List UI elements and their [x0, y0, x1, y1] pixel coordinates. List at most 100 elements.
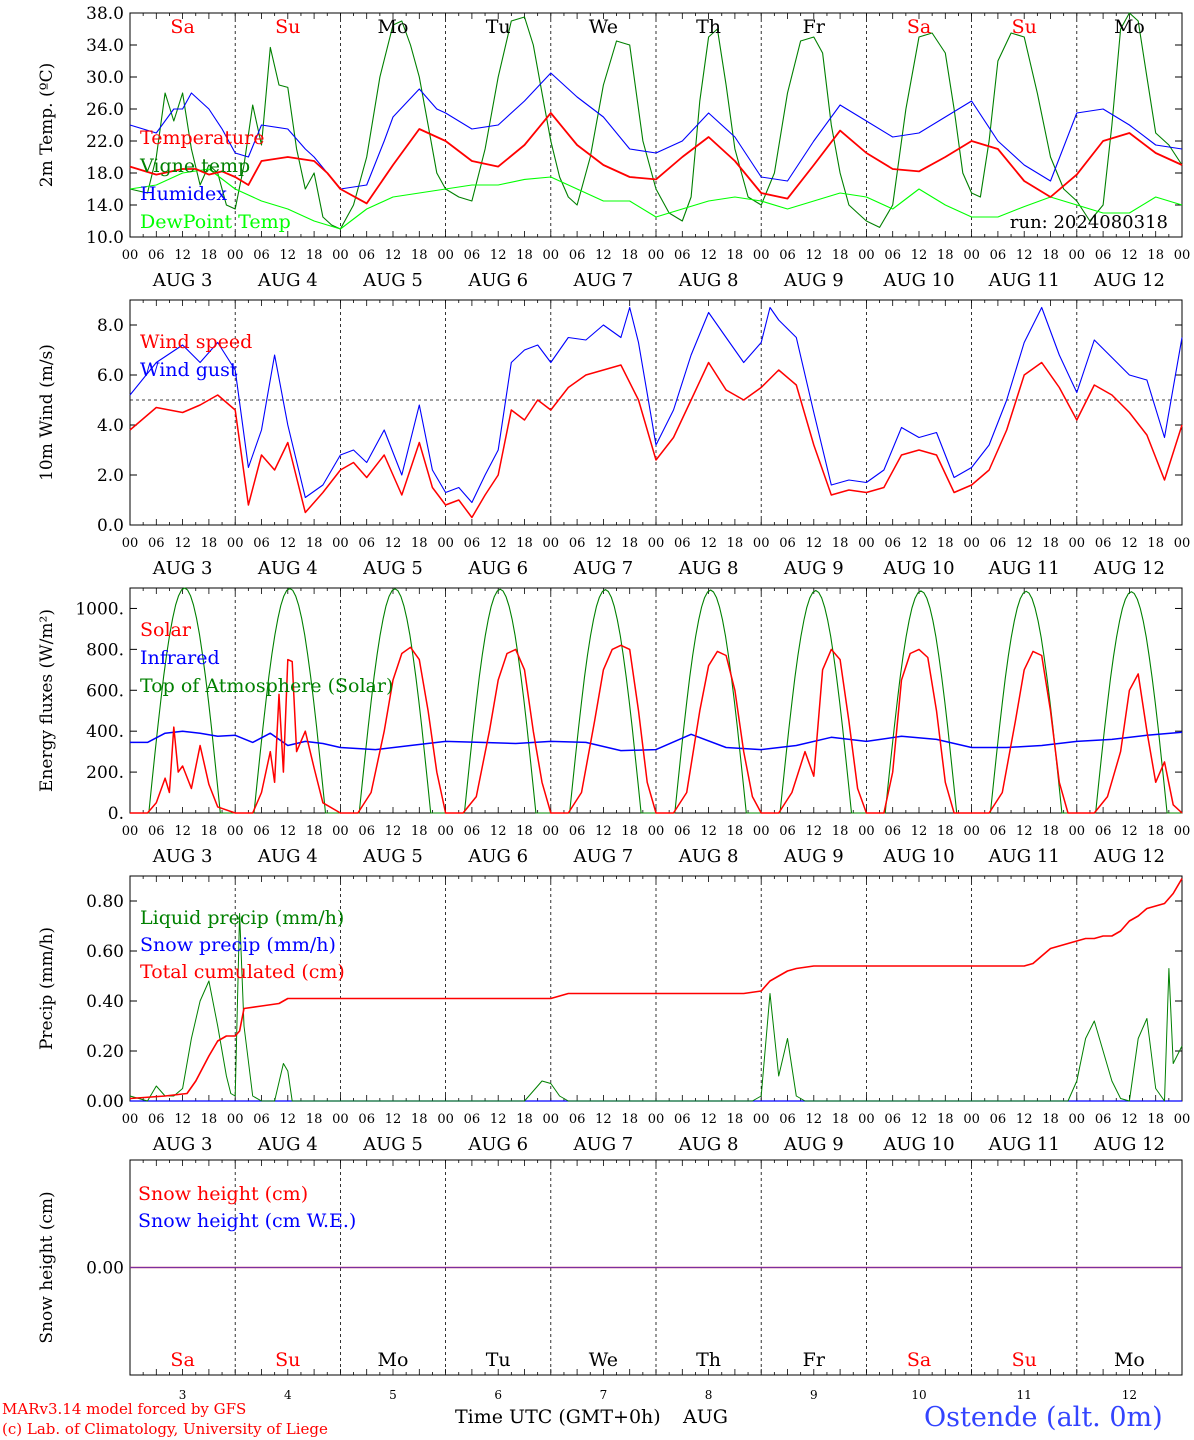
- hour-tick-label: 06: [253, 1112, 270, 1127]
- hour-tick-label: 18: [516, 536, 533, 551]
- hour-tick-label: 00: [648, 536, 665, 551]
- legend-entry: Snow height (cm): [138, 1183, 308, 1205]
- hour-tick-label: 12: [280, 824, 297, 839]
- hour-tick-label: 18: [1042, 248, 1059, 263]
- hour-tick-label: 06: [253, 824, 270, 839]
- y-tick-label: 10.0: [86, 228, 124, 248]
- date-label: AUG 3: [152, 558, 213, 579]
- hour-tick-label: 18: [411, 824, 428, 839]
- date-label: AUG 3: [152, 1134, 213, 1155]
- hour-tick-label: 12: [174, 536, 191, 551]
- day-number-label: 12: [1122, 1388, 1137, 1402]
- series-line-vigne-temp: [129, 12, 1183, 230]
- date-label: AUG 5: [362, 558, 423, 579]
- day-number-label: 5: [389, 1388, 397, 1402]
- hour-tick-label: 06: [990, 1112, 1007, 1127]
- hour-tick-label: 18: [516, 248, 533, 263]
- date-label: AUG 4: [257, 558, 318, 579]
- date-label: AUG 11: [988, 1134, 1060, 1155]
- series-line-wind-speed: [129, 361, 1183, 519]
- y-tick-label: 14.0: [86, 196, 124, 216]
- date-label: AUG 8: [678, 558, 739, 579]
- hour-tick-label: 06: [569, 536, 586, 551]
- date-label: AUG 12: [1093, 846, 1165, 867]
- hour-tick-label: 12: [595, 248, 612, 263]
- hour-tick-label: 06: [464, 824, 481, 839]
- legend-entry: DewPoint Temp: [140, 211, 291, 233]
- hour-tick-label: 12: [280, 1112, 297, 1127]
- hour-tick-label: 06: [884, 536, 901, 551]
- hour-tick-label: 12: [1016, 248, 1033, 263]
- hour-tick-label: 18: [411, 248, 428, 263]
- weekday-label: Fr: [803, 1349, 826, 1371]
- hour-tick-label: 18: [306, 248, 323, 263]
- hour-tick-label: 18: [937, 1112, 954, 1127]
- hour-tick-label: 00: [963, 536, 980, 551]
- y-tick-label: 0.00: [86, 1259, 124, 1279]
- hour-tick-label: 06: [884, 824, 901, 839]
- y-axis-label: Snow height (cm): [37, 1191, 57, 1343]
- hour-tick-label: 00: [227, 536, 244, 551]
- hour-tick-label: 00: [858, 248, 875, 263]
- hour-tick-label: 18: [411, 536, 428, 551]
- hour-tick-label: 00: [437, 824, 454, 839]
- date-label: AUG 12: [1093, 270, 1165, 291]
- weekday-label: Su: [275, 16, 300, 38]
- hour-tick-label: 06: [569, 248, 586, 263]
- y-tick-label: 26.0: [86, 100, 124, 120]
- hour-tick-label: 06: [1095, 824, 1112, 839]
- weekday-label: Tu: [486, 16, 511, 38]
- y-tick-label: 600.: [86, 681, 124, 701]
- legend-entry: Top of Atmosphere (Solar): [140, 675, 393, 697]
- hour-tick-label: 06: [779, 248, 796, 263]
- series-line-top-of-atmosphere: [130, 587, 1182, 814]
- hour-tick-label: 18: [1147, 824, 1164, 839]
- hour-tick-label: 12: [1121, 824, 1138, 839]
- hour-tick-label: 00: [332, 824, 349, 839]
- hour-tick-label: 00: [1069, 824, 1086, 839]
- weekday-label: Su: [1012, 1349, 1037, 1371]
- hour-tick-label: 00: [1174, 248, 1191, 263]
- hour-tick-label: 06: [779, 536, 796, 551]
- date-label: AUG 6: [467, 270, 528, 291]
- date-label: AUG 3: [152, 846, 213, 867]
- date-label: AUG 9: [783, 1134, 844, 1155]
- hour-tick-label: 00: [1174, 1112, 1191, 1127]
- date-label: AUG 12: [1093, 558, 1165, 579]
- legend-entry: Snow precip (mm/h): [140, 934, 336, 956]
- series-line-dewpoint-temp: [129, 168, 1183, 230]
- day-number-label: 9: [810, 1388, 818, 1402]
- copyright-credit: (c) Lab. of Climatology, University of L…: [2, 1420, 328, 1438]
- hour-tick-label: 06: [779, 1112, 796, 1127]
- legend-entry: Humidex: [140, 183, 227, 205]
- date-label: AUG 6: [467, 558, 528, 579]
- y-axis-label: 10m Wind (m/s): [37, 344, 57, 481]
- hour-tick-label: 06: [464, 1112, 481, 1127]
- date-label: AUG 11: [988, 270, 1060, 291]
- hour-tick-label: 00: [543, 248, 560, 263]
- hour-tick-label: 00: [1174, 824, 1191, 839]
- station-name: Ostende (alt. 0m): [924, 1402, 1163, 1433]
- day-number-label: 10: [911, 1388, 926, 1402]
- hour-tick-label: 00: [963, 824, 980, 839]
- hour-tick-label: 18: [201, 1112, 218, 1127]
- hour-tick-label: 12: [1016, 1112, 1033, 1127]
- hour-tick-label: 00: [122, 824, 139, 839]
- hour-tick-label: 12: [1121, 248, 1138, 263]
- date-label: AUG 4: [257, 1134, 318, 1155]
- legend-entry: Vigne temp: [139, 155, 250, 177]
- date-label: AUG 6: [467, 846, 528, 867]
- legend-entry: Total cumulated (cm): [140, 961, 345, 983]
- hour-tick-label: 12: [490, 536, 507, 551]
- hour-tick-label: 12: [490, 248, 507, 263]
- hour-tick-label: 00: [1069, 1112, 1086, 1127]
- hour-tick-label: 06: [884, 248, 901, 263]
- hour-tick-label: 06: [779, 824, 796, 839]
- date-label: AUG 5: [362, 1134, 423, 1155]
- day-number-label: 7: [600, 1388, 608, 1402]
- hour-tick-label: 18: [727, 1112, 744, 1127]
- date-label: AUG 12: [1093, 1134, 1165, 1155]
- hour-tick-label: 06: [674, 536, 691, 551]
- date-label: AUG 10: [882, 846, 954, 867]
- hour-tick-label: 18: [832, 1112, 849, 1127]
